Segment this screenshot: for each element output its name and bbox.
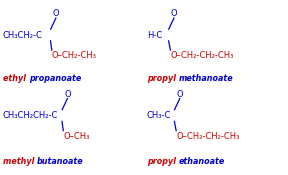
Text: CH₃CH₂CH₂-C: CH₃CH₂CH₂-C xyxy=(3,111,58,120)
Text: CH₃-C: CH₃-C xyxy=(147,111,171,120)
Text: O–CH₂-CH₂-CH₃: O–CH₂-CH₂-CH₃ xyxy=(170,51,234,61)
Text: propyl: propyl xyxy=(147,156,179,166)
Text: methanoate: methanoate xyxy=(179,74,233,83)
Text: ethyl: ethyl xyxy=(3,74,29,83)
Text: CH₃CH₂-C: CH₃CH₂-C xyxy=(3,30,43,40)
Text: methyl: methyl xyxy=(3,156,37,166)
Text: propanoate: propanoate xyxy=(29,74,81,83)
Text: butanoate: butanoate xyxy=(37,156,84,166)
Text: O: O xyxy=(53,9,60,19)
Text: O–CH₂-CH₃: O–CH₂-CH₃ xyxy=(52,51,97,61)
Text: O–CH₃: O–CH₃ xyxy=(63,132,90,141)
Text: ethanoate: ethanoate xyxy=(179,156,225,166)
Text: O: O xyxy=(177,90,183,99)
Text: H-C: H-C xyxy=(147,30,162,40)
Text: O: O xyxy=(64,90,71,99)
Text: O: O xyxy=(171,9,178,19)
Text: O–CH₂-CH₂-CH₃: O–CH₂-CH₂-CH₃ xyxy=(176,132,240,141)
Text: propyl: propyl xyxy=(147,74,179,83)
